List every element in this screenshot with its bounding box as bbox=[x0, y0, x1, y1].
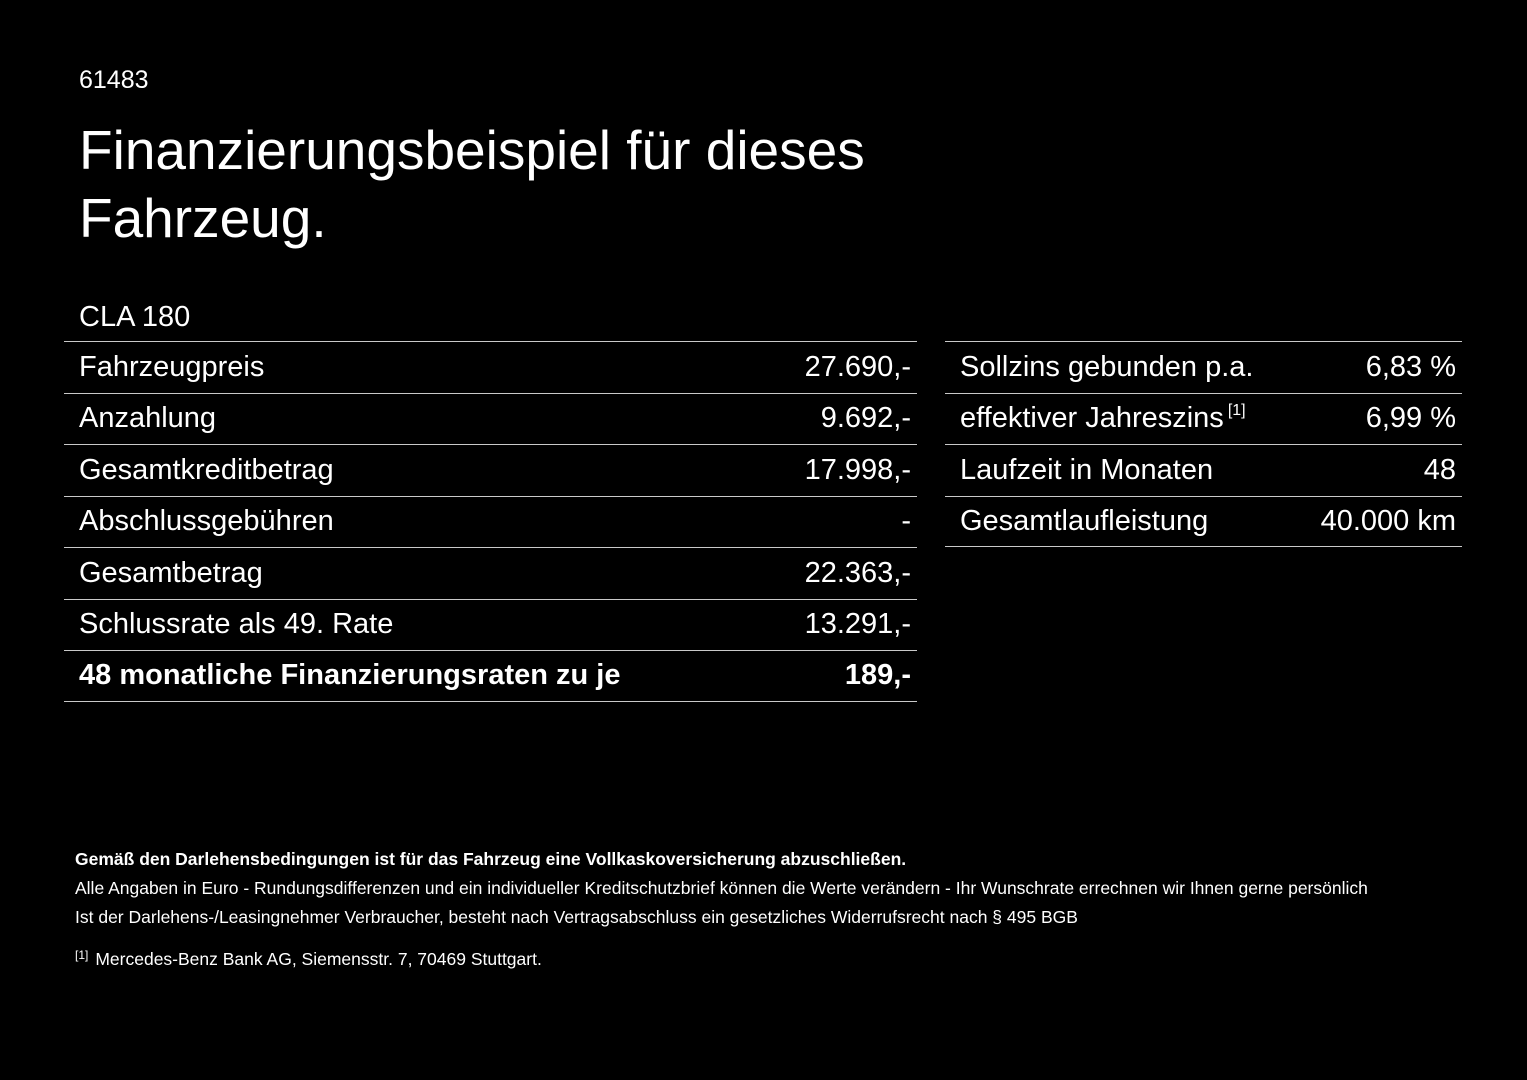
row-label-text: effektiver Jahreszins bbox=[960, 402, 1224, 435]
row-label: Gesamtkreditbetrag bbox=[79, 453, 334, 486]
footnotes-section: Gemäß den Darlehensbedingungen ist für d… bbox=[75, 845, 1368, 974]
table-row-fahrzeugpreis: Fahrzeugpreis 27.690,- bbox=[64, 341, 917, 393]
conditions-table: Sollzins gebunden p.a. 6,83 % effektiver… bbox=[945, 341, 1462, 547]
row-value: 6,83 % bbox=[1365, 350, 1456, 383]
row-value: - bbox=[901, 505, 911, 538]
row-label: 48 monatliche Finanzierungsraten zu je bbox=[79, 659, 621, 692]
row-value: 17.998,- bbox=[804, 453, 911, 486]
vehicle-model: CLA 180 bbox=[79, 301, 191, 333]
table-row-abschlussgebuehren: Abschlussgebühren - bbox=[64, 495, 917, 548]
table-row-anzahlung: Anzahlung 9.692,- bbox=[64, 392, 917, 445]
row-value: 48 bbox=[1423, 453, 1456, 486]
table-row-gesamtkreditbetrag: Gesamtkreditbetrag 17.998,- bbox=[64, 444, 917, 496]
table-row-sollzins: Sollzins gebunden p.a. 6,83 % bbox=[945, 341, 1462, 393]
footnote-insurance: Gemäß den Darlehensbedingungen ist für d… bbox=[75, 849, 907, 869]
financing-table: Fahrzeugpreis 27.690,- Anzahlung 9.692,-… bbox=[64, 341, 917, 702]
table-row-schlussrate: Schlussrate als 49. Rate 13.291,- bbox=[64, 598, 917, 651]
page-title: Finanzierungsbeispiel für dieses Fahrzeu… bbox=[79, 119, 865, 250]
row-label: Laufzeit in Monaten bbox=[960, 453, 1214, 486]
footnote-marker: [1] bbox=[1227, 402, 1246, 420]
row-label: Gesamtbetrag bbox=[79, 556, 263, 589]
row-label: Fahrzeugpreis bbox=[79, 350, 265, 383]
row-value: 40.000 km bbox=[1320, 504, 1456, 537]
table-row-gesamtbetrag: Gesamtbetrag 22.363,- bbox=[64, 547, 917, 599]
row-value: 9.692,- bbox=[820, 402, 911, 435]
table-row-laufzeit: Laufzeit in Monaten 48 bbox=[945, 444, 1462, 496]
document-id: 61483 bbox=[79, 66, 149, 94]
footnote-euro: Alle Angaben in Euro - Rundungsdifferenz… bbox=[75, 878, 1368, 898]
footnote-ref-marker: [1] bbox=[75, 948, 89, 962]
footnote-ref-text: Mercedes-Benz Bank AG, Siemensstr. 7, 70… bbox=[95, 949, 542, 969]
row-label: Schlussrate als 49. Rate bbox=[79, 608, 394, 641]
row-label: Abschlussgebühren bbox=[79, 505, 334, 538]
row-value: 22.363,- bbox=[804, 556, 911, 589]
row-value: 27.690,- bbox=[804, 350, 911, 383]
footnote-reference: [1] Mercedes-Benz Bank AG, Siemensstr. 7,… bbox=[75, 941, 1368, 974]
row-label: Anzahlung bbox=[79, 402, 217, 435]
row-value: 13.291,- bbox=[804, 608, 911, 641]
table-row-gesamtlaufleistung: Gesamtlaufleistung 40.000 km bbox=[945, 495, 1462, 547]
row-label: Sollzins gebunden p.a. bbox=[960, 350, 1254, 383]
table-row-monatsrate: 48 monatliche Finanzierungsraten zu je 1… bbox=[64, 650, 917, 702]
row-label: Gesamtlaufleistung bbox=[960, 504, 1209, 537]
row-label: effektiver Jahreszins [1] bbox=[960, 402, 1246, 435]
row-value: 189,- bbox=[844, 659, 911, 692]
footnote-withdrawal: Ist der Darlehens-/Leasingnehmer Verbrau… bbox=[75, 907, 1078, 927]
row-value: 6,99 % bbox=[1365, 402, 1456, 435]
table-row-effektiver-jahreszins: effektiver Jahreszins [1] 6,99 % bbox=[945, 392, 1462, 445]
